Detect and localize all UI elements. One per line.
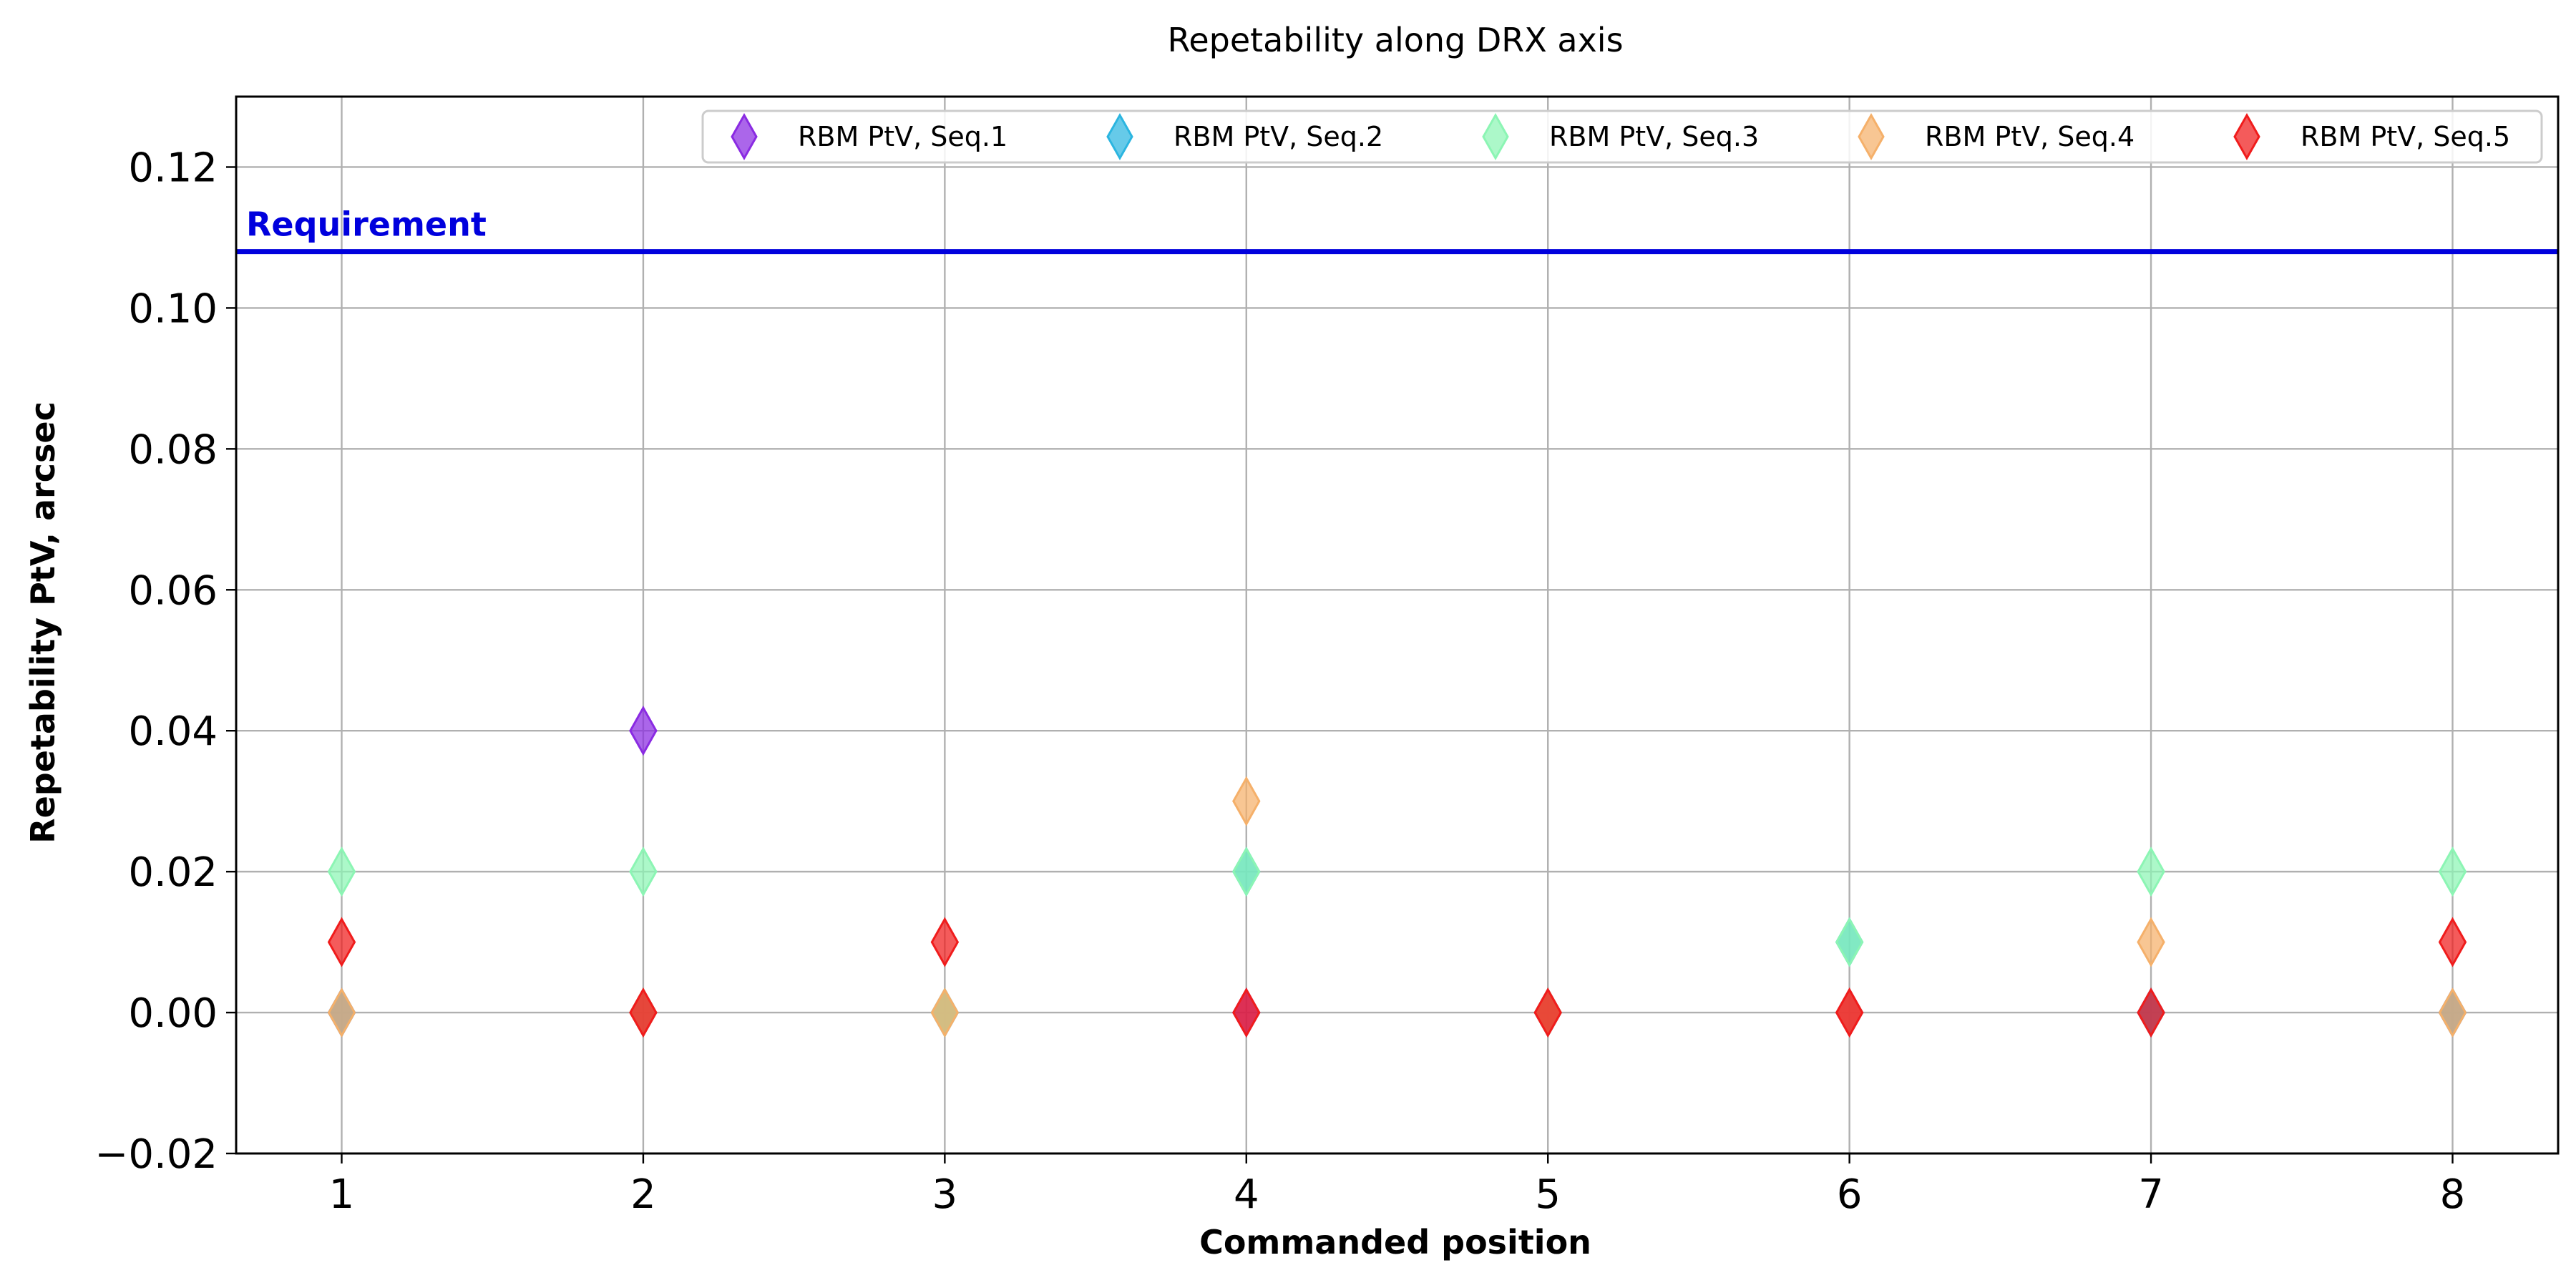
y-tick-label: 0.08 [128, 426, 218, 473]
x-axis-title: Commanded position [1199, 1223, 1591, 1262]
legend-label-seq-2: RBM PtV, Seq.2 [1174, 121, 1383, 152]
data-point-seq-5 [2137, 987, 2165, 1038]
data-point-seq-5 [1232, 987, 1261, 1038]
y-axis-title: Repetability PtV, arcsec [24, 401, 62, 844]
data-point-seq-3 [2438, 847, 2467, 897]
x-tick-label: 5 [1535, 1171, 1561, 1218]
x-axis: 1 2 3 4 5 6 7 8 [329, 1153, 2466, 1218]
legend-marker-seq-4 [1858, 112, 1885, 161]
data-point-seq-4 [930, 987, 960, 1038]
data-point-seq-3 [1835, 917, 1864, 967]
data-point-seq-5 [2438, 917, 2467, 967]
data-point-seq-4 [2137, 917, 2165, 967]
legend-marker-seq-1 [731, 112, 758, 161]
data-point-seq-3 [2137, 847, 2165, 897]
data-points [327, 706, 2467, 1038]
legend-marker-seq-2 [1106, 112, 1133, 161]
legend-label-seq-3: RBM PtV, Seq.3 [1549, 121, 1759, 152]
data-point-seq-4 [2438, 987, 2467, 1038]
legend-label-seq-5: RBM PtV, Seq.5 [2301, 121, 2510, 152]
y-tick-label: 0.02 [128, 849, 218, 896]
data-point-seq-5 [327, 917, 356, 967]
requirement-layer: Requirement [236, 205, 2558, 255]
y-tick-label: 0.04 [128, 708, 218, 755]
legend: RBM PtV, Seq.1 RBM PtV, Seq.2 RBM PtV, Seq… [701, 109, 2543, 164]
x-tick-label: 4 [1234, 1171, 1259, 1218]
legend-label-seq-4: RBM PtV, Seq.4 [1925, 121, 2135, 152]
legend-marker-seq-5 [2233, 112, 2260, 161]
data-point-seq-3 [1232, 847, 1261, 897]
x-tick-label: 7 [2138, 1171, 2164, 1218]
data-point-seq-5 [629, 987, 658, 1038]
data-point-seq-5 [1835, 987, 1864, 1038]
y-tick-label: 0.10 [128, 286, 218, 332]
data-point-seq-5 [1533, 987, 1562, 1038]
legend-label-seq-1: RBM PtV, Seq.1 [798, 121, 1008, 152]
x-tick-label: 1 [329, 1171, 355, 1218]
y-tick-label: 0.12 [128, 145, 218, 191]
requirement-label: Requirement [246, 205, 487, 244]
y-tick-label: −0.02 [94, 1131, 218, 1178]
grid [236, 97, 2558, 1155]
chart-title: Repetability along DRX axis [1167, 21, 1623, 59]
data-point-seq-1 [629, 706, 658, 756]
legend-box [701, 109, 2543, 164]
data-point-seq-4 [327, 987, 356, 1038]
y-tick-label: 0.06 [128, 567, 218, 614]
data-point-seq-5 [930, 917, 960, 967]
x-tick-label: 3 [932, 1171, 958, 1218]
data-point-seq-3 [629, 847, 658, 897]
legend-marker-seq-3 [1482, 112, 1509, 161]
y-tick-label: 0.00 [128, 990, 218, 1037]
y-axis: −0.02 0.00 0.02 0.04 0.06 0.08 0.10 0.12 [94, 145, 236, 1178]
x-tick-label: 6 [1837, 1171, 1863, 1218]
data-point-seq-3 [327, 847, 356, 897]
plot-frame [235, 95, 2560, 1155]
x-tick-label: 8 [2440, 1171, 2466, 1218]
data-point-seq-4 [1232, 776, 1261, 826]
x-tick-label: 2 [630, 1171, 656, 1218]
